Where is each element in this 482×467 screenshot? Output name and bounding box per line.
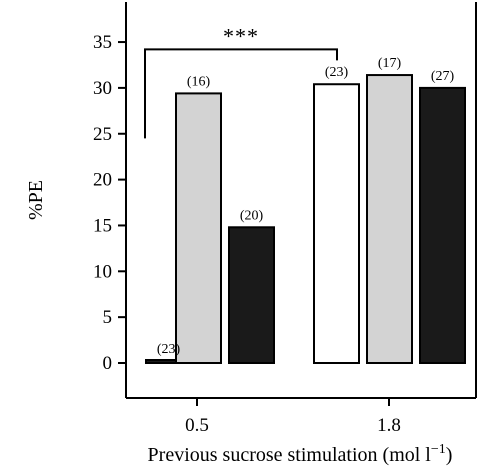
sample-size-label: (20) (240, 208, 264, 223)
sample-size-label: (23) (325, 65, 349, 80)
y-tick-label: 25 (93, 124, 112, 145)
sample-size-label: (27) (431, 69, 455, 84)
bar (175, 92, 222, 364)
bar (313, 83, 360, 365)
y-tick-label: 20 (93, 170, 112, 191)
bracket-line (144, 48, 338, 139)
y-tick-label: 0 (103, 353, 113, 374)
x-axis-label: Previous sucrose stimulation (mol l−1) (148, 442, 453, 466)
x-tick-label: 1.8 (377, 415, 401, 436)
x-axis-label-exponent: −1 (431, 442, 446, 457)
significance-bracket: *** (144, 23, 338, 139)
bar (366, 74, 413, 364)
bars (145, 74, 466, 365)
y-tick-label: 5 (103, 307, 113, 328)
y-tick-label: 35 (93, 32, 112, 53)
sample-size-labels: (23) (16) (20) (23) (17) (27) (157, 56, 455, 357)
x-axis-label-close: ) (446, 444, 453, 466)
x-tick-label: 0.5 (185, 415, 209, 436)
bar (419, 86, 466, 365)
plot-frame (125, 2, 477, 399)
x-axis-label-text: Previous sucrose stimulation (mol l (148, 444, 432, 466)
x-axis: 0.5 1.8 (185, 398, 401, 436)
y-tick-label: 30 (93, 78, 112, 99)
sample-size-label: (17) (378, 56, 402, 71)
sample-size-label: (23) (157, 342, 181, 357)
bar (228, 226, 275, 364)
sample-size-label: (16) (187, 74, 211, 89)
significance-label: *** (223, 23, 259, 48)
y-tick-label: 10 (93, 261, 112, 282)
y-axis-label: %PE (25, 180, 47, 220)
y-axis: 0 5 10 15 20 25 30 35 (93, 32, 126, 374)
y-tick-label: 15 (93, 215, 112, 236)
